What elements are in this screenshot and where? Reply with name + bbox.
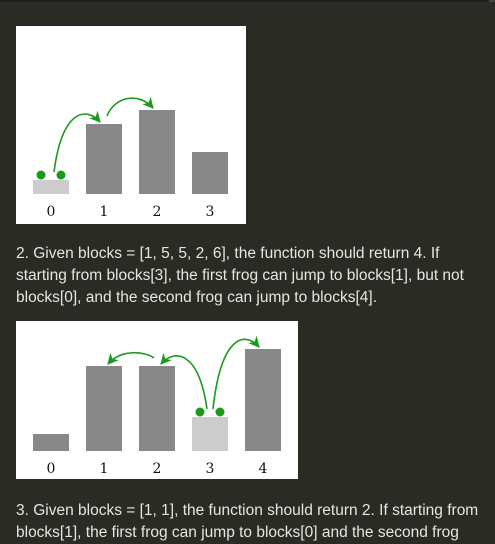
block-bar-2 — [139, 366, 175, 451]
tick-label-1: 1 — [100, 204, 109, 220]
tick-label-2: 2 — [153, 204, 162, 220]
example-2-bar-chart: 0 1 2 3 4 — [33, 335, 281, 477]
frog-0 — [36, 170, 46, 180]
example-2-line-2: starting from blocks[3], the first frog … — [16, 267, 464, 284]
block-bar-4 — [245, 349, 281, 451]
tick-label-3: 3 — [206, 204, 215, 220]
example-3-line-1: 3. Given blocks = [1, 1], the function s… — [16, 502, 479, 519]
block-bar-3 — [192, 417, 228, 451]
example-1-bar-chart: 0 1 2 3 — [33, 96, 228, 220]
example-2-line-1: 2. Given blocks = [1, 5, 5, 2, 6], the f… — [16, 245, 440, 262]
block-bar-2 — [139, 110, 175, 194]
block-bar-1 — [86, 124, 122, 194]
jump-arrow-1 — [107, 351, 155, 365]
example-2-description: 2. Given blocks = [1, 5, 5, 2, 6], the f… — [16, 243, 494, 309]
example-3-description: 3. Given blocks = [1, 1], the function s… — [16, 500, 494, 544]
top-divider — [0, 0, 495, 2]
example-1-figure: 0 1 2 3 — [16, 26, 246, 224]
tick-label-1: 1 — [100, 461, 109, 477]
tick-label-0: 0 — [47, 204, 56, 220]
block-bar-0 — [33, 180, 69, 194]
block-bar-1 — [86, 366, 122, 451]
jump-arrow-0 — [160, 352, 208, 410]
jump-arrow-1 — [106, 96, 154, 117]
tick-label-3: 3 — [206, 461, 215, 477]
example-3-line-2: blocks[1], the first frog can jump to bl… — [16, 524, 459, 541]
example-2-line-3: blocks[0], and the second frog can jump … — [16, 289, 378, 306]
jump-arrow-2 — [212, 335, 260, 410]
block-bar-0 — [33, 434, 69, 451]
frog-0 — [195, 407, 205, 417]
tick-label-2: 2 — [153, 461, 162, 477]
frog-1 — [215, 407, 225, 417]
block-bar-3 — [192, 152, 228, 194]
frog-1 — [56, 170, 66, 180]
tick-label-0: 0 — [47, 461, 56, 477]
jump-arrow-0 — [53, 110, 101, 173]
example-2-figure: 0 1 2 3 4 — [16, 321, 298, 479]
tick-label-4: 4 — [259, 461, 268, 477]
